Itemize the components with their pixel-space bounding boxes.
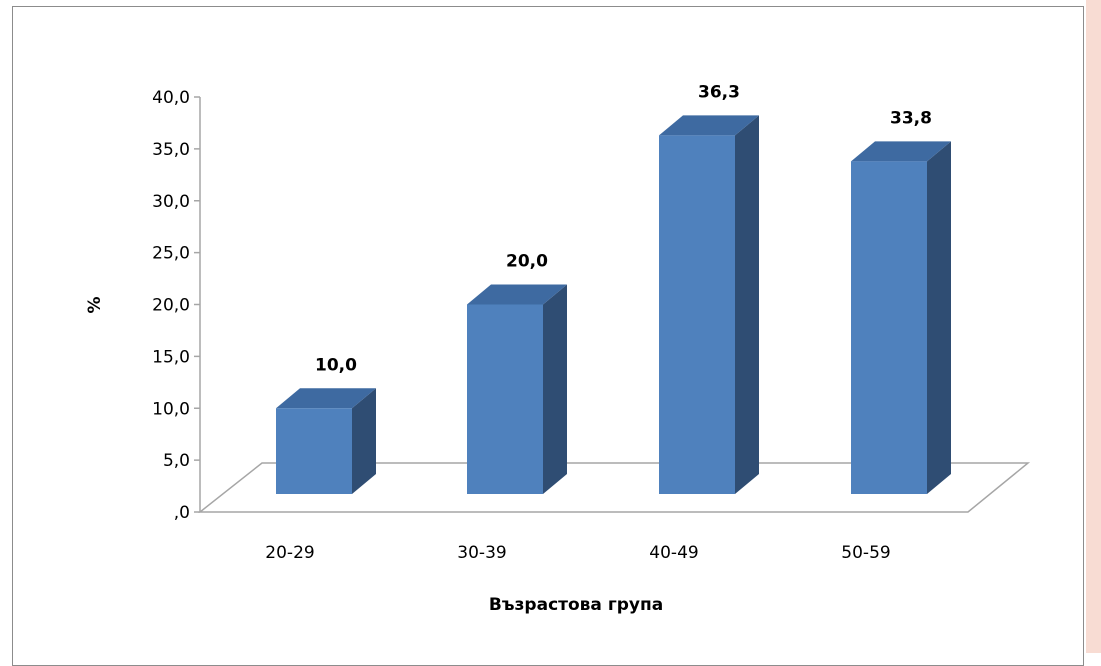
x-tick-label: 30-39 [457, 543, 506, 563]
x-axis-title: Възрастова група [489, 595, 663, 615]
bar-front-face [276, 408, 352, 494]
y-tick-label: 40,0 [152, 88, 190, 108]
bar-top-face [851, 141, 951, 162]
bar [659, 115, 759, 494]
bar-front-face [659, 135, 735, 494]
bar-side-face [543, 284, 567, 494]
x-axis: 20-29 30-39 40-49 50-59 [265, 543, 890, 563]
y-tick-label: 15,0 [152, 347, 190, 367]
bar-top-face [467, 284, 567, 305]
chart-floor [197, 462, 1031, 513]
bar-side-face [927, 141, 951, 494]
bar-side-face [735, 115, 759, 494]
bar-front-face [851, 161, 927, 494]
data-label: 20,0 [506, 252, 548, 272]
bar-side-face [352, 388, 376, 494]
y-tick-label: 35,0 [152, 140, 190, 160]
data-label: 36,3 [698, 82, 740, 102]
bar [467, 284, 567, 494]
y-tick-label: 30,0 [152, 192, 190, 212]
slide-accent-strip [1086, 0, 1101, 653]
y-tick-label: ,0 [174, 503, 190, 523]
data-label: 10,0 [315, 355, 357, 375]
x-tick-label: 40-49 [649, 543, 698, 563]
y-tick-label: 10,0 [152, 399, 190, 419]
bar-front-face [467, 304, 543, 494]
y-tick-label: 5,0 [163, 451, 190, 471]
data-label: 33,8 [890, 108, 932, 128]
data-labels: 10,0 20,0 36,3 33,8 [315, 82, 932, 375]
x-tick-label: 20-29 [265, 543, 314, 563]
chart-floor-plane [197, 462, 1031, 513]
bar-top-face [659, 115, 759, 136]
y-axis-title: % [85, 296, 105, 313]
y-axis: ,0 5,0 10,0 15,0 20,0 25,0 30,0 35,0 40,0 [152, 88, 201, 523]
x-tick-label: 50-59 [841, 543, 890, 563]
y-tick-label: 25,0 [152, 244, 190, 264]
y-tick-label: 20,0 [152, 296, 190, 316]
bars [276, 115, 951, 494]
bar [276, 388, 376, 494]
bar-top-face [276, 388, 376, 409]
bar [851, 141, 951, 494]
